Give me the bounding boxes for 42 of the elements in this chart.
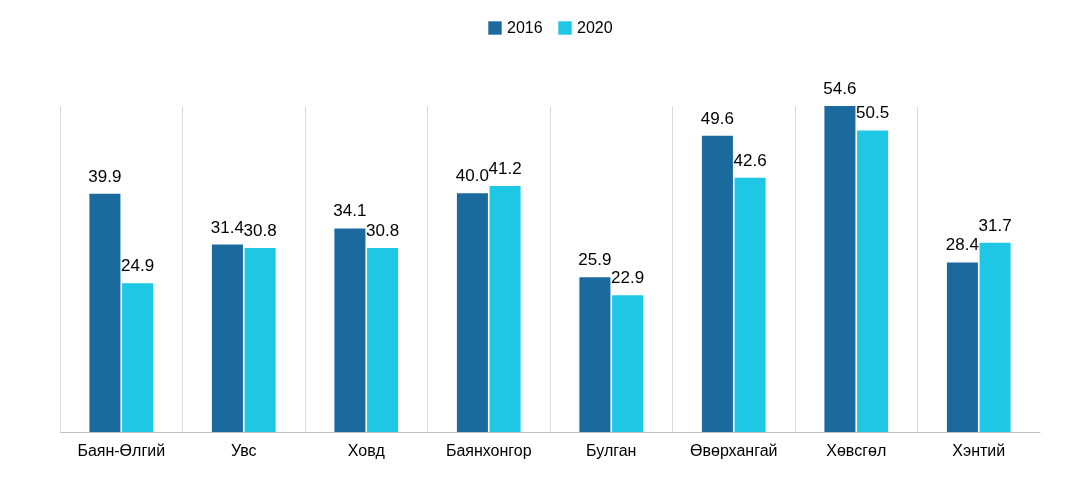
x-tick-label: Хэнтий (952, 441, 1006, 459)
data-label: 40.0 (455, 166, 489, 186)
bar (489, 186, 521, 432)
data-label: 30.8 (366, 221, 400, 241)
data-label: 31.4 (210, 217, 244, 237)
data-label: 24.9 (121, 256, 155, 276)
bar (824, 106, 856, 432)
bar (211, 244, 243, 432)
data-label: 34.1 (333, 201, 367, 221)
bar (89, 193, 121, 432)
data-label: 39.9 (88, 166, 122, 186)
x-tick-label: Булган (586, 441, 637, 459)
bar (734, 177, 766, 432)
data-label: 50.5 (856, 103, 890, 123)
bar (367, 248, 399, 432)
data-label: 42.6 (733, 150, 767, 170)
data-label: 25.9 (578, 250, 612, 270)
bar (979, 242, 1011, 432)
data-label: 28.4 (945, 235, 979, 255)
data-label: 22.9 (611, 268, 645, 288)
x-tick-label: Увс (230, 441, 257, 459)
bar (612, 295, 644, 432)
bar (456, 193, 488, 432)
data-label: 31.7 (978, 215, 1012, 235)
data-label: 30.8 (243, 221, 277, 241)
data-label: 41.2 (488, 159, 522, 179)
x-tick-label: Баянхонгор (445, 441, 532, 459)
legend-label: 2016 (507, 19, 543, 36)
data-label: 54.6 (823, 79, 857, 98)
bar (701, 135, 733, 432)
bar (122, 283, 154, 432)
x-tick-label: Баян-Өлгий (77, 441, 166, 459)
data-label: 49.6 (700, 108, 734, 128)
legend-label: 2020 (577, 19, 613, 36)
x-tick-label: Өвөрхангай (690, 441, 778, 459)
bar (946, 262, 978, 432)
bar (857, 130, 889, 432)
x-tick-label: Ховд (347, 441, 386, 459)
x-tick-label: Хөвсгөл (826, 441, 887, 459)
bar (244, 248, 276, 432)
bar (579, 277, 611, 432)
bar (334, 228, 366, 432)
